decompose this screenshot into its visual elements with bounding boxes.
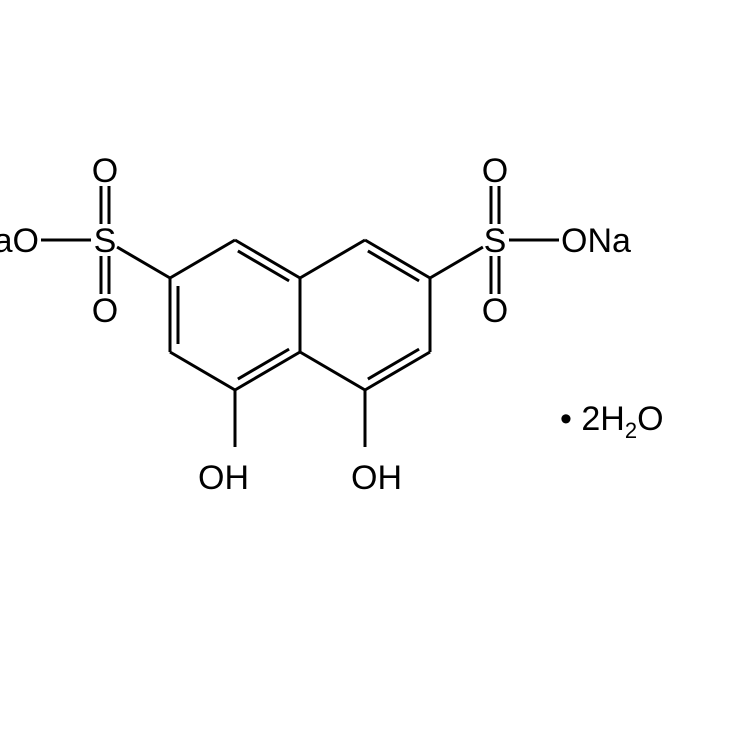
atom-label: S xyxy=(484,222,507,260)
atom-label: O xyxy=(482,292,508,330)
bond xyxy=(170,352,235,390)
bond xyxy=(117,247,170,278)
atom-label: O xyxy=(92,152,118,190)
annotations-layer: • 2H2O xyxy=(560,400,664,443)
atom-label: NaO xyxy=(0,222,39,260)
atom-label: OH xyxy=(198,459,249,497)
bond xyxy=(300,352,365,390)
atom-label: O xyxy=(92,292,118,330)
bond xyxy=(430,247,483,278)
atom-labels-layer: SSOOOOONaNaOOHOH xyxy=(0,152,631,497)
bond xyxy=(235,240,300,278)
chemical-structure-diagram: SSOOOOONaNaOOHOH • 2H2O xyxy=(0,0,730,730)
atom-label: O xyxy=(482,152,508,190)
atom-label: OH xyxy=(351,459,402,497)
bond xyxy=(235,352,300,390)
bond xyxy=(365,352,430,390)
bond xyxy=(365,240,430,278)
bond xyxy=(300,240,365,278)
hydrate-annotation: • 2H2O xyxy=(560,400,664,443)
atom-label: S xyxy=(94,222,117,260)
bond xyxy=(170,240,235,278)
atom-label: ONa xyxy=(561,222,631,260)
